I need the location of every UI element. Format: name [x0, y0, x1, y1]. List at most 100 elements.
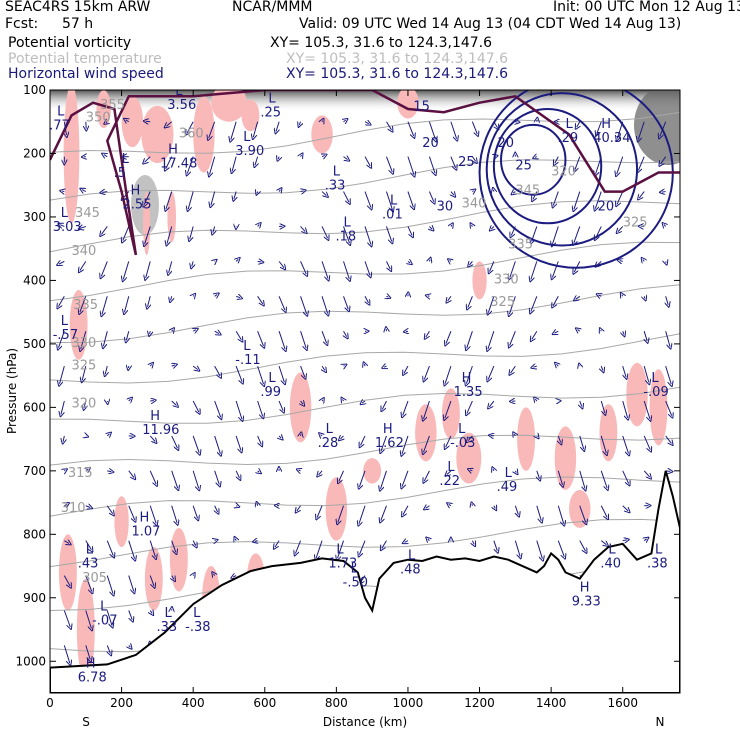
pv-fill-region: [325, 477, 348, 541]
wind-vector: [600, 470, 607, 488]
wind-vector: [215, 505, 218, 512]
wind-vector: [85, 645, 91, 659]
extremum-marker: L: [651, 371, 659, 386]
wind-vector: [638, 156, 645, 171]
wind-vector: [638, 121, 645, 140]
theta-label: 350: [86, 111, 111, 126]
theta-label: 320: [551, 165, 576, 180]
wind-vector: [322, 365, 325, 370]
extremum-value: .38: [647, 556, 668, 571]
wind-vector: [192, 400, 199, 412]
wind-vector: [445, 365, 452, 383]
theta-label: 335: [73, 298, 98, 313]
wind-vector: [257, 331, 264, 346]
y-tick-label: 100: [23, 83, 46, 97]
wind-vector: [536, 540, 543, 559]
wind-vector: [146, 121, 151, 122]
theta-label: 310: [61, 501, 86, 516]
wind-vector: [386, 121, 391, 130]
wind-vector: [257, 504, 258, 506]
wind-vector: [257, 400, 263, 416]
wind-vector: [278, 331, 285, 349]
extremum-marker: L: [565, 117, 573, 132]
pv-fill-region: [144, 547, 163, 611]
wind-vector: [600, 505, 607, 518]
wind-vector: [622, 400, 628, 418]
extremum-marker: L: [175, 84, 183, 99]
wind-vector: [85, 610, 92, 628]
theta-contour: [50, 518, 680, 568]
wind-vector: [82, 365, 87, 380]
wind-vector: [300, 331, 307, 348]
wind-vector: [665, 365, 672, 384]
wind-vector: [644, 331, 647, 341]
wind-vector: [665, 331, 670, 346]
wind-vector: [58, 296, 65, 306]
wind-vector: [382, 540, 387, 549]
wind-vector: [301, 155, 302, 157]
wind-vector: [472, 156, 475, 162]
terrain-line: [50, 470, 680, 693]
wind-vector: [81, 226, 86, 228]
wind-vector: [580, 400, 582, 406]
wind-vector: [187, 156, 194, 174]
wind-vector: [257, 365, 264, 384]
pv-fill-region: [241, 99, 260, 132]
wind-vector: [384, 366, 386, 367]
extremum-value: 40.34: [593, 131, 630, 146]
extremum-marker: H: [601, 117, 611, 132]
wind-vector: [171, 400, 177, 405]
wind-vector: [531, 296, 538, 311]
pv-fill-region: [569, 489, 591, 528]
wind-vector: [278, 157, 279, 159]
wind-vector: [575, 156, 581, 170]
wind-vector: [451, 225, 452, 226]
pv-fill-region: [58, 534, 77, 611]
theta-contour: [50, 386, 680, 424]
wind-vector: [600, 540, 606, 545]
extremum-value: .01: [382, 207, 403, 222]
wind-vector: [364, 226, 371, 244]
extremum-marker: H: [168, 142, 178, 157]
wind-vector: [106, 505, 112, 514]
wind-vector: [402, 470, 409, 487]
pv-fill-region: [211, 90, 247, 122]
wind-vector: [338, 505, 344, 523]
extremum-value: 11.96: [142, 423, 179, 438]
wind-vector: [171, 540, 176, 553]
wind-vector: [343, 191, 349, 203]
x-tick-label: 0: [46, 696, 54, 710]
wind-vector: [620, 261, 623, 262]
extremum-value: 17.48: [160, 156, 197, 171]
wind-vector: [322, 121, 323, 122]
wind-vector: [643, 365, 649, 382]
wind-vector: [316, 540, 323, 558]
wind-vector: [531, 261, 538, 279]
wind-vector: [364, 364, 365, 366]
pv-fill-region: [472, 261, 487, 300]
wind-vector: [428, 539, 430, 541]
theta-label: 340: [462, 196, 487, 211]
wind-vector: [255, 156, 258, 166]
extremum-marker: L: [608, 542, 616, 557]
wind-vector: [236, 259, 238, 261]
wind-vector: [578, 330, 580, 332]
extremum-value: .29: [557, 131, 578, 146]
wind-vector: [429, 226, 432, 229]
wind-vector: [59, 331, 65, 348]
wind-vector: [126, 120, 129, 122]
wind-vector: [126, 331, 128, 340]
wind-vector: [166, 191, 173, 209]
extremum-marker: L: [326, 422, 334, 437]
extremum-value: -.09: [643, 385, 668, 400]
extremum-value: -.07: [92, 613, 117, 628]
extremum-marker: L: [447, 460, 455, 475]
wind-vector: [107, 434, 109, 436]
wind-vector: [85, 575, 92, 592]
wind-vector: [103, 331, 108, 346]
wind-vector: [553, 296, 559, 305]
pv-fill-region: [554, 426, 577, 490]
y-tick-label: 400: [23, 273, 46, 287]
wind-vector: [106, 540, 113, 556]
